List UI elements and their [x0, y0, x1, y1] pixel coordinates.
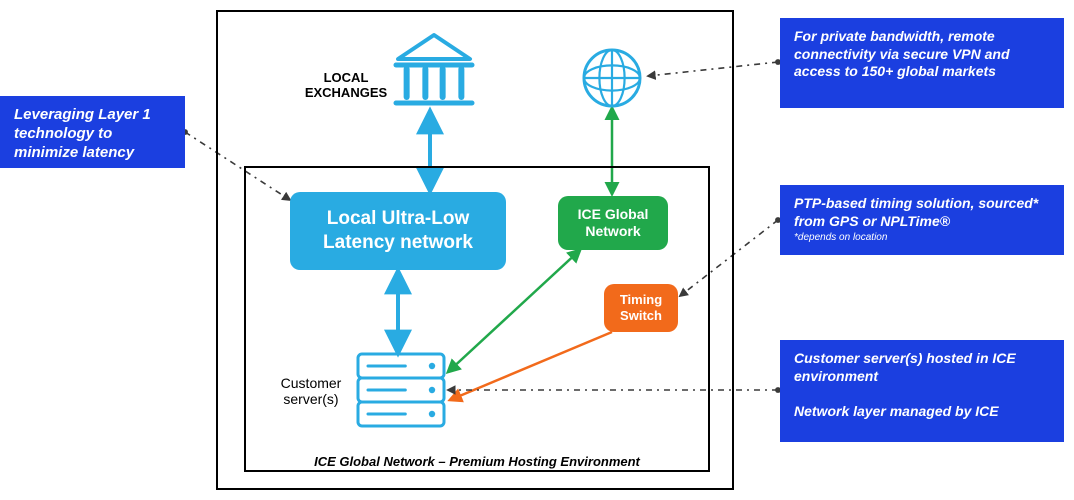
node-ice-text: ICE Global Network — [558, 206, 668, 241]
callout-layer1-text: Leveraging Layer 1 technology to minimiz… — [14, 106, 151, 161]
inner-frame-caption: ICE Global Network – Premium Hosting Env… — [244, 454, 710, 469]
node-timing-text: Timing Switch — [604, 292, 678, 325]
node-timing-switch: Timing Switch — [604, 284, 678, 332]
node-ice-global-network: ICE Global Network — [558, 196, 668, 250]
callout-bandwidth-text: For private bandwidth, remote connectivi… — [794, 28, 1010, 79]
callout-bandwidth: For private bandwidth, remote connectivi… — [780, 18, 1064, 108]
callout-layer1: Leveraging Layer 1 technology to minimiz… — [0, 96, 185, 168]
label-customer-servers: Customer server(s) — [266, 375, 356, 407]
callout-servers-text: Customer server(s) hosted in ICE environ… — [794, 350, 1016, 419]
callout-ptp-sub: *depends on location — [794, 232, 1050, 245]
node-low-text: Local Ultra-Low Latency network — [290, 207, 506, 255]
callout-ptp-text: PTP-based timing solution, sourced* from… — [794, 195, 1038, 229]
node-local-ultra-low-latency: Local Ultra-Low Latency network — [290, 192, 506, 270]
callout-ptp: PTP-based timing solution, sourced* from… — [780, 185, 1064, 255]
callout-servers: Customer server(s) hosted in ICE environ… — [780, 340, 1064, 442]
label-local-exchanges: LOCAL EXCHANGES — [296, 70, 396, 100]
